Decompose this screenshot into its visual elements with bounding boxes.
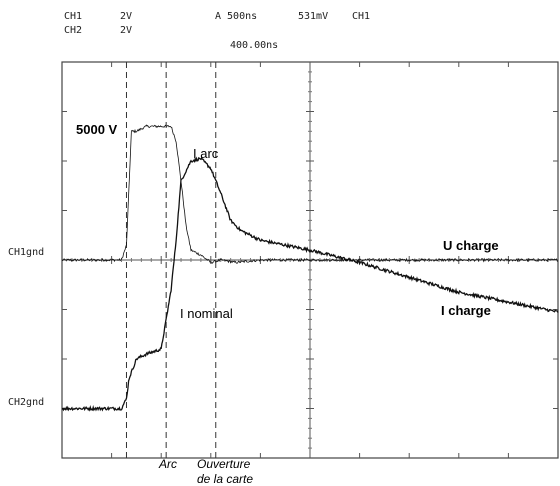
time-markers	[125, 62, 217, 458]
ch2-scale: 2V	[120, 25, 133, 36]
annotation-i-charge: I charge	[441, 303, 491, 318]
annotation-5000v: 5000 V	[76, 122, 118, 137]
timebase-readout: A 500ns	[215, 11, 258, 22]
trigger-source-readout: CH1	[352, 11, 371, 22]
marker-label-arc: Arc	[158, 457, 177, 471]
ch1-label: CH1	[64, 11, 83, 22]
marker-label-ouverture-line1: Ouverture	[197, 457, 251, 471]
annotation-i-arc: I arc	[193, 146, 219, 161]
traces	[61, 124, 559, 412]
trace-u-charge	[61, 124, 558, 264]
ch2-ground-marker: CH2gnd	[8, 397, 44, 408]
annotation-u-charge: U charge	[443, 238, 499, 253]
marker-label-ouverture-line2: de la carte	[197, 472, 253, 486]
annotation-i-nominal: I nominal	[180, 306, 233, 321]
ch2-label: CH2	[64, 25, 83, 36]
delay-readout: 400.00ns	[230, 40, 279, 51]
ch1-ground-marker: CH1gnd	[8, 247, 44, 258]
ch1-scale: 2V	[120, 11, 133, 22]
trigger-level-readout: 531mV	[298, 11, 329, 22]
trace-i-charge	[61, 156, 559, 412]
